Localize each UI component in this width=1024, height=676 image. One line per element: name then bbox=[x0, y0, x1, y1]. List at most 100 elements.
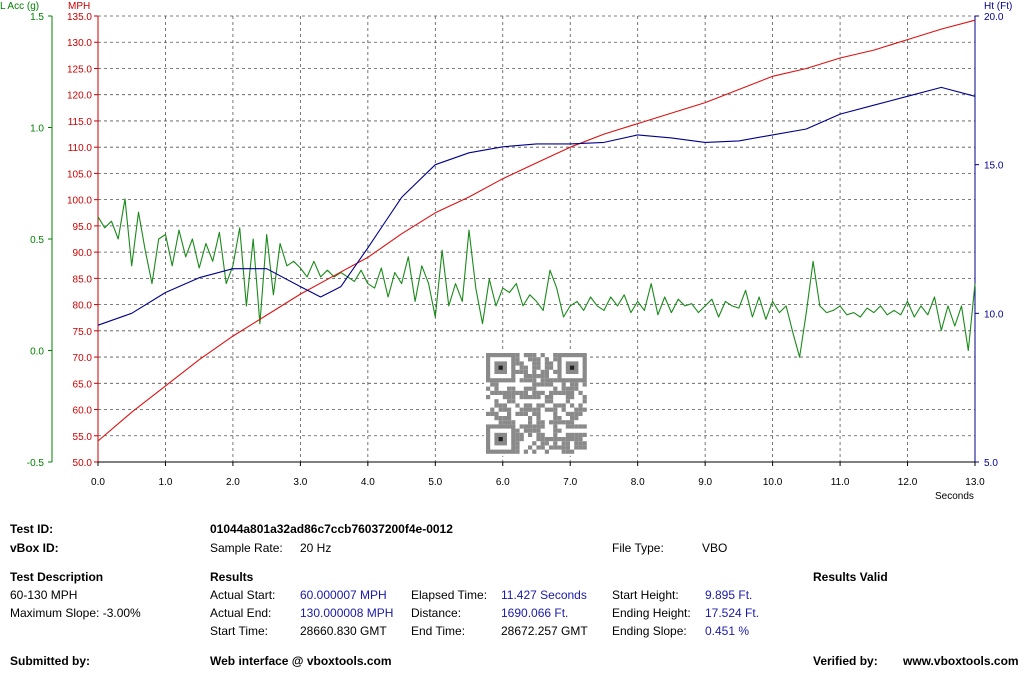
elapsed-time-label: Elapsed Time: bbox=[411, 588, 488, 602]
speed-tick-label: 50.0 bbox=[73, 458, 93, 469]
qr-module bbox=[523, 407, 528, 412]
qr-module bbox=[536, 390, 541, 395]
qr-module bbox=[536, 407, 541, 412]
qr-module bbox=[519, 437, 524, 442]
qr-module bbox=[519, 424, 524, 429]
qr-module bbox=[532, 441, 537, 446]
qr-module bbox=[570, 424, 575, 429]
x-tick-label: 11.0 bbox=[831, 477, 850, 488]
height-axis-ticks: 5.0 10.0 15.0 20.0 bbox=[975, 12, 1004, 469]
qr-module bbox=[574, 441, 579, 446]
qr-finder-dot bbox=[498, 365, 503, 370]
qr-module bbox=[519, 369, 524, 374]
acc-tick-label: -0.5 bbox=[27, 458, 45, 469]
qr-module bbox=[582, 424, 587, 429]
qr-module bbox=[494, 399, 499, 404]
qr-module bbox=[519, 411, 524, 416]
start-time-label: Start Time: bbox=[210, 624, 269, 638]
speed-tick-label: 60.0 bbox=[73, 406, 93, 417]
speed-tick-label: 80.0 bbox=[73, 301, 93, 312]
test-description-heading: Test Description bbox=[10, 570, 104, 584]
qr-module bbox=[515, 411, 520, 416]
qr-module bbox=[536, 411, 541, 416]
qr-module bbox=[557, 437, 562, 442]
qr-module bbox=[582, 399, 587, 404]
qr-module bbox=[553, 390, 558, 395]
test-id-label: Test ID: bbox=[10, 522, 54, 536]
ending-slope-value: 0.451 % bbox=[705, 624, 750, 638]
qr-module bbox=[498, 420, 503, 425]
actual-end-value: 130.000008 MPH bbox=[300, 606, 394, 620]
qr-module bbox=[532, 361, 537, 366]
qr-module bbox=[553, 428, 558, 433]
qr-module bbox=[561, 403, 566, 408]
qr-module bbox=[561, 437, 566, 442]
speed-tick-label: 95.0 bbox=[73, 222, 93, 233]
qr-module bbox=[515, 441, 520, 446]
qr-module bbox=[553, 411, 558, 416]
qr-module bbox=[578, 445, 583, 450]
qr-module bbox=[574, 432, 579, 437]
qr-module bbox=[549, 420, 554, 425]
verified-by-label: Verified by: bbox=[813, 654, 878, 668]
qr-module bbox=[502, 420, 507, 425]
qr-module bbox=[532, 357, 537, 362]
qr-module bbox=[532, 407, 537, 412]
speed-tick-label: 55.0 bbox=[73, 432, 93, 443]
qr-module bbox=[570, 411, 575, 416]
submitted-by-label: Submitted by: bbox=[10, 654, 90, 668]
qr-module bbox=[532, 353, 537, 358]
qr-module bbox=[553, 441, 558, 446]
qr-module bbox=[507, 395, 512, 400]
file-type-label: File Type: bbox=[612, 541, 664, 555]
qr-module bbox=[502, 407, 507, 412]
x-tick-label: 4.0 bbox=[361, 477, 375, 488]
qr-module bbox=[519, 361, 524, 366]
qr-module bbox=[553, 369, 558, 374]
speed-tick-label: 130.0 bbox=[67, 38, 92, 49]
qr-module bbox=[523, 365, 528, 370]
qr-module bbox=[540, 382, 545, 387]
qr-module bbox=[582, 382, 587, 387]
qr-module bbox=[490, 390, 495, 395]
qr-module bbox=[549, 407, 554, 412]
qr-module bbox=[540, 403, 545, 408]
qr-module bbox=[553, 378, 558, 383]
height-series-line bbox=[97, 86, 976, 326]
start-height-value: 9.895 Ft. bbox=[705, 588, 753, 602]
qr-module bbox=[574, 437, 579, 442]
qr-module bbox=[553, 420, 558, 425]
qr-module bbox=[553, 424, 558, 429]
qr-module bbox=[557, 390, 562, 395]
x-tick-label: 8.0 bbox=[631, 477, 645, 488]
qr-module bbox=[523, 386, 528, 391]
qr-module bbox=[486, 411, 491, 416]
qr-module bbox=[565, 390, 570, 395]
start-height-label: Start Height: bbox=[612, 588, 679, 602]
qr-module bbox=[578, 390, 583, 395]
actual-end-label: Actual End: bbox=[210, 606, 272, 620]
qr-module bbox=[523, 428, 528, 433]
qr-module bbox=[561, 449, 566, 454]
test-id-value: 01044a801a32ad86c7ccb76037200f4e-0012 bbox=[210, 522, 453, 536]
qr-module bbox=[528, 420, 533, 425]
qr-module bbox=[507, 416, 512, 421]
qr-module bbox=[561, 441, 566, 446]
qr-module bbox=[498, 390, 503, 395]
qr-module bbox=[565, 386, 570, 391]
speed-tick-label: 135.0 bbox=[67, 12, 92, 23]
qr-module bbox=[511, 395, 516, 400]
qr-module bbox=[565, 395, 570, 400]
qr-module bbox=[536, 420, 541, 425]
qr-module bbox=[536, 424, 541, 429]
end-time-value: 28672.257 GMT bbox=[501, 624, 588, 638]
qr-module bbox=[582, 441, 587, 446]
qr-module bbox=[528, 378, 533, 383]
qr-module bbox=[570, 386, 575, 391]
qr-module bbox=[532, 382, 537, 387]
speed-axis-ticks: 50.0 55.0 60.0 65.0 70.0 75.0 80.0 85.0 90.0 95.0… bbox=[67, 12, 98, 469]
qr-module bbox=[532, 428, 537, 433]
qr-module bbox=[544, 378, 549, 383]
qr-module bbox=[502, 403, 507, 408]
qr-module bbox=[578, 432, 583, 437]
